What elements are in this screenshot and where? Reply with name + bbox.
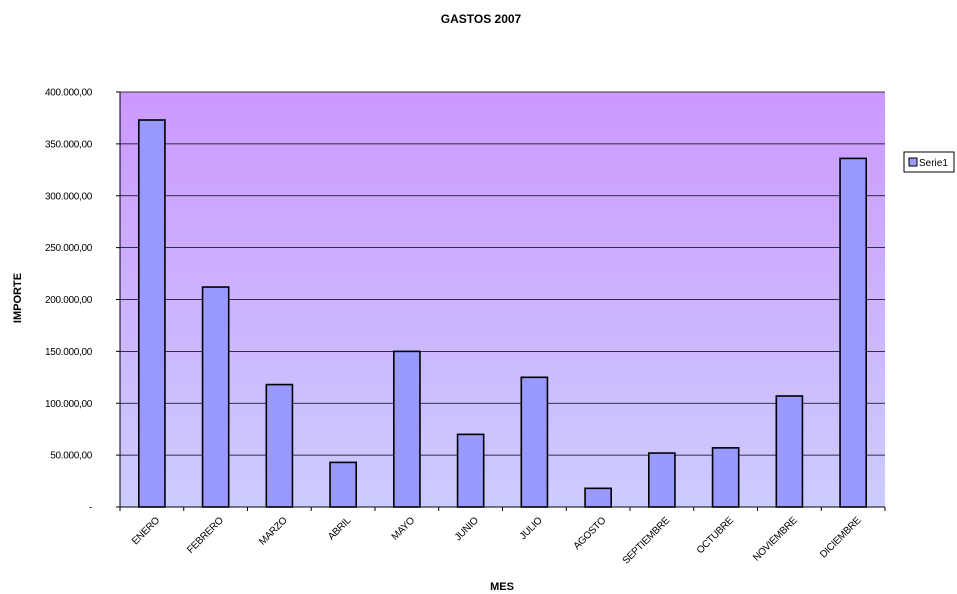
y-tick-label: 350.000,00 [45, 139, 93, 150]
x-tick-label: SEPTIEMBRE [621, 515, 673, 567]
y-axis-title: IMPORTE [12, 273, 24, 323]
bar-marzo [265, 383, 294, 508]
y-tick-label: 50.000,00 [50, 451, 93, 462]
x-tick-label: ENERO [130, 515, 162, 547]
bar-febrero [201, 286, 230, 508]
bar-diciembre [839, 157, 867, 508]
y-tick-label: 200.000,00 [45, 295, 93, 306]
bar-octubre [711, 447, 740, 508]
x-tick-label: MARZO [257, 515, 290, 548]
y-axis-ticks: - 50.000,00 100.000,00 150.000,00 200.000,00… [45, 88, 120, 514]
chart-title: GASTOS 2007 [441, 12, 522, 26]
x-tick-label: OCTUBRE [695, 515, 736, 556]
y-tick-label: 400.000,00 [45, 88, 93, 99]
legend-box [903, 151, 955, 173]
x-tick-label: MAYO [390, 515, 418, 543]
legend-label: Serie1 [919, 158, 948, 169]
bar-septiembre [648, 452, 676, 508]
x-tick-label: JULIO [518, 515, 545, 542]
x-tick-label: AGOSTO [572, 515, 609, 552]
y-tick-label: 300.000,00 [45, 191, 93, 202]
bar-mayo [393, 350, 421, 508]
y-tick-label: 150.000,00 [45, 347, 93, 358]
bar-junio [456, 433, 485, 508]
x-tick-label: FEBRERO [185, 515, 226, 556]
bar-noviembre [775, 395, 804, 508]
x-tick-label: DICIEMBRE [818, 515, 864, 561]
x-tick-label: JUNIO [453, 515, 481, 543]
y-tick-label: 250.000,00 [45, 243, 93, 254]
y-tick-label: 100.000,00 [45, 399, 93, 410]
x-tick-label: ABRIL [326, 515, 354, 543]
y-tick-label: - [89, 503, 92, 514]
bar-agosto [584, 487, 612, 508]
x-axis-ticks: ENERO FEBRERO MARZO ABRIL MAYO JUNIO JULIO AGOS… [119, 507, 886, 567]
bars [138, 119, 867, 508]
gridlines [120, 91, 885, 456]
x-tick-label: NOVIEMBRE [751, 515, 800, 564]
x-axis-title: MES [490, 581, 514, 593]
legend-swatch [908, 157, 918, 167]
bar-enero [138, 119, 166, 508]
legend: Serie1 [903, 151, 955, 173]
bar-julio [520, 376, 549, 508]
bar-abril [329, 461, 357, 508]
